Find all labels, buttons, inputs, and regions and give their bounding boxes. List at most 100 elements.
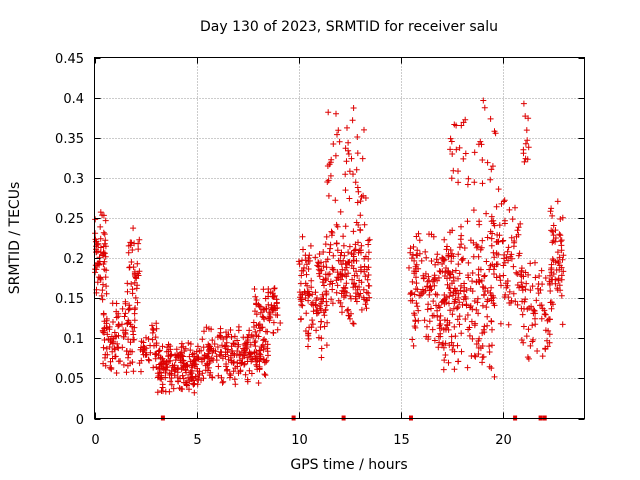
data-point [265,286,272,292]
data-point [410,251,416,258]
data-point [147,349,154,356]
data-point [486,343,493,350]
data-point [538,315,545,322]
data-point [302,295,309,301]
data-point [447,247,454,253]
data-point [442,352,449,358]
data-point [195,355,202,362]
data-point [131,336,138,343]
data-point [479,180,486,187]
data-point [556,231,563,238]
data-point [439,261,446,267]
data-point [247,341,254,348]
data-point [365,290,372,297]
data-point [422,248,429,255]
data-point [437,321,444,327]
data-point [558,242,565,249]
data-point [166,357,173,364]
data-point [316,273,323,280]
data-point [301,264,307,271]
data-point [327,172,334,179]
data-point [350,257,357,264]
data-point [456,244,463,251]
data-point [418,257,425,264]
data-point [273,300,280,307]
data-point [126,302,133,309]
data-point [557,216,564,222]
data-point [100,261,107,267]
data-point [464,364,471,371]
data-point [154,370,161,377]
data-point [439,268,446,275]
data-point [120,333,127,340]
data-point [525,326,532,333]
data-point [155,348,162,355]
data-point [441,317,448,323]
data-point [153,364,160,370]
data-point [270,293,277,300]
y-tick-label: 0.3 [63,172,84,187]
data-point [343,158,350,165]
data-point [439,254,446,261]
data-point [458,256,465,263]
data-point [441,292,448,298]
data-point [479,343,486,349]
data-point [125,249,132,256]
data-point [465,274,472,281]
data-point [428,258,435,264]
data-point [469,270,476,276]
data-point [432,291,439,298]
data-point [481,273,488,280]
data-point [102,217,109,224]
y-tick-label: 0.25 [55,212,84,227]
data-point [478,244,485,251]
data-point [199,336,206,343]
data-point [322,306,329,313]
data-point [220,378,227,385]
data-point [206,348,213,355]
data-point [345,259,352,266]
data-point [192,357,198,364]
data-point [549,212,556,219]
data-point [237,360,244,367]
data-point [483,258,490,265]
data-point [103,283,110,290]
data-point [332,152,339,159]
data-point [145,356,152,363]
data-point [533,297,540,304]
data-point [434,251,441,258]
data-point [187,341,194,347]
data-point [318,345,325,352]
x-tick-label: 0 [91,433,99,448]
data-point [138,368,144,375]
data-point [230,368,237,375]
data-point [180,363,187,370]
data-point [441,236,448,243]
data-point [98,292,105,299]
data-point [100,310,107,317]
data-point [321,323,328,330]
data-point [421,317,428,324]
data-point [411,291,418,298]
data-point [333,289,340,296]
data-point [322,241,329,248]
data-point [539,353,546,360]
data-point [488,242,495,249]
data-point [130,368,137,375]
data-point [319,298,326,305]
data-point [444,322,451,329]
data-point [469,335,476,342]
data-point [489,342,495,349]
data-point [430,298,437,305]
data-point [179,372,186,379]
data-point [481,323,488,330]
data-point [426,287,433,294]
data-point [435,344,442,351]
data-point [328,296,335,303]
data-point [486,266,493,273]
data-point [453,146,460,153]
data-point [242,371,249,378]
data-point [445,326,452,333]
data-point [556,282,563,289]
data-point [475,271,482,278]
